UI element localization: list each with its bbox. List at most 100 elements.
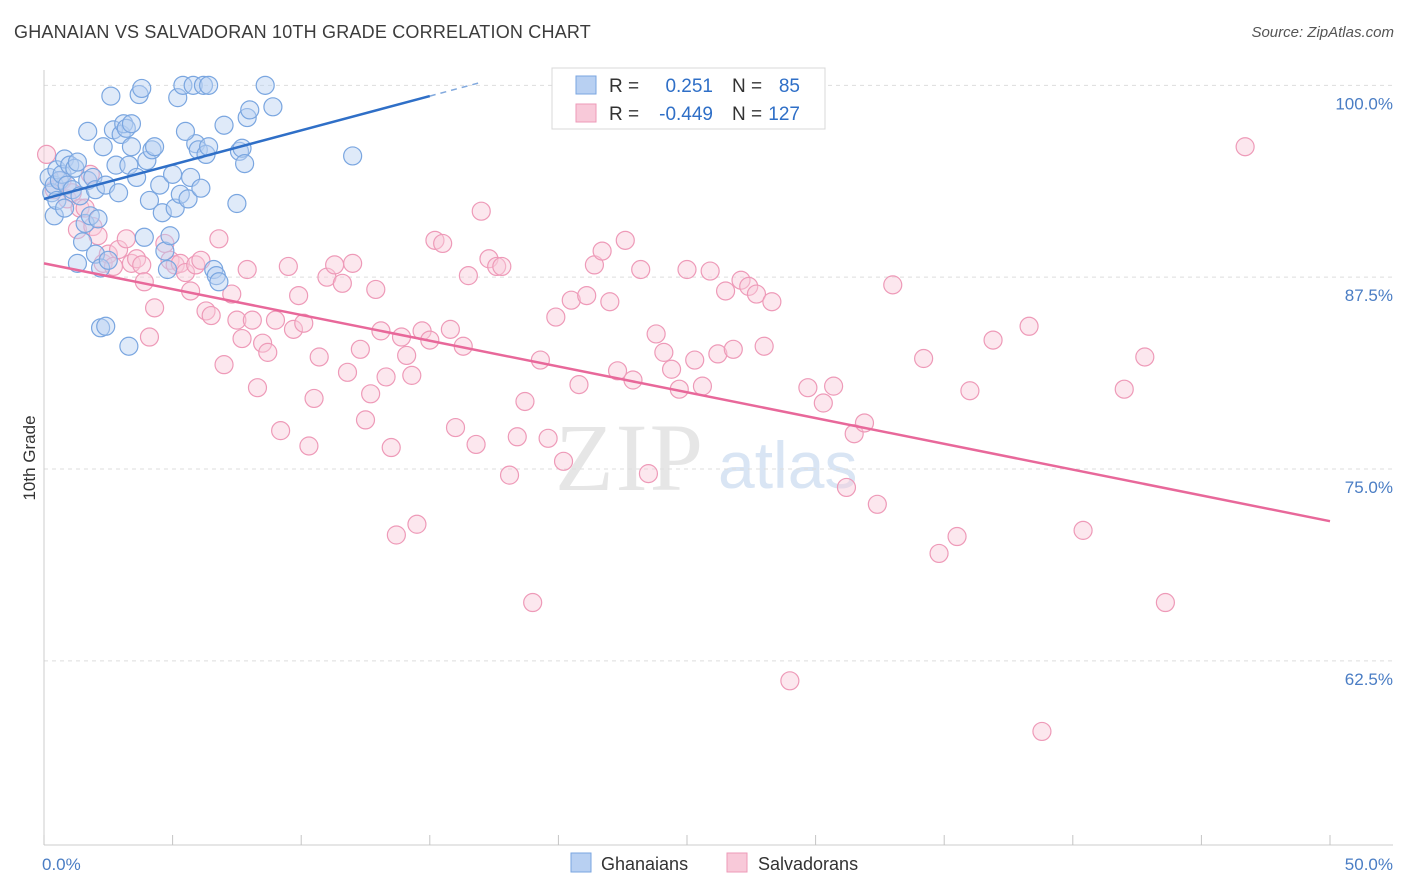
salvadoran-point-71 xyxy=(433,233,453,254)
watermark: ZIP atlas xyxy=(555,404,857,511)
salvadoran-point-58 xyxy=(361,384,381,404)
salvadoran-point-108 xyxy=(708,344,728,364)
salvadoran-point-83 xyxy=(515,391,535,412)
salvadoran-point-72 xyxy=(440,319,460,339)
salvadoran-point-76 xyxy=(466,434,486,455)
salvadoran-point-112 xyxy=(739,276,759,296)
salvadoran-point-40 xyxy=(253,333,273,353)
series-legend-swatch-salvadorans xyxy=(726,852,748,873)
salvadoran-point-81 xyxy=(499,465,520,485)
legend-r-label-2: R = xyxy=(609,104,639,125)
ghanaian-point-81 xyxy=(263,97,283,117)
salvadoran-point-54 xyxy=(337,362,358,382)
salvadoran-point-87 xyxy=(546,307,566,327)
ghanaian-point-78 xyxy=(237,107,257,128)
series-legend-ghanaians: Ghanaians xyxy=(601,854,688,874)
legend-n-value-1: 85 xyxy=(779,76,800,97)
ghanaian-point-54 xyxy=(160,226,180,246)
ghanaian-point-42 xyxy=(126,167,147,188)
salvadorans-points xyxy=(36,137,1255,742)
salvadoran-point-33 xyxy=(214,355,234,375)
ghanaian-point-47 xyxy=(139,190,160,211)
salvadoran-point-113 xyxy=(746,284,767,304)
salvadoran-point-46 xyxy=(289,285,309,306)
salvadoran-point-135 xyxy=(1155,592,1175,613)
salvadoran-point-134 xyxy=(1135,347,1155,367)
salvadoran-point-43 xyxy=(271,421,291,441)
salvadoran-point-123 xyxy=(867,494,887,514)
salvadoran-point-110 xyxy=(723,339,743,359)
y-tick-label-2: 75.0% xyxy=(1345,478,1393,497)
ghanaian-point-9 xyxy=(54,198,75,218)
legend-n-label-1: N = xyxy=(732,76,762,97)
salvadoran-point-124 xyxy=(883,275,903,295)
ghanaian-point-51 xyxy=(152,203,172,223)
salvadoran-point-21 xyxy=(144,298,165,318)
salvadoran-point-130 xyxy=(1019,316,1039,336)
salvadoran-point-38 xyxy=(242,310,262,330)
ghanaian-point-55 xyxy=(163,164,183,184)
salvadoran-point-42 xyxy=(265,310,286,330)
salvadoran-point-17 xyxy=(126,249,147,269)
y-tick-label-0: 100.0% xyxy=(1335,94,1393,113)
salvadoran-point-133 xyxy=(1114,379,1134,399)
salvadoran-point-95 xyxy=(607,361,628,381)
y-tick-labels: 100.0% 87.5% 75.0% 62.5% xyxy=(1335,94,1393,688)
salvadoran-point-132 xyxy=(1073,520,1093,540)
ghanaian-point-60 xyxy=(178,189,198,209)
salvadoran-point-93 xyxy=(592,241,612,261)
ghanaian-point-31 xyxy=(98,250,118,270)
salvadoran-point-61 xyxy=(376,367,396,387)
salvadoran-point-118 xyxy=(813,393,833,413)
salvadoran-point-18 xyxy=(132,255,152,275)
ghanaians-trend-extension xyxy=(429,81,482,97)
ghanaian-point-69 xyxy=(199,75,219,95)
salvadoran-point-120 xyxy=(836,477,857,498)
salvadoran-point-104 xyxy=(677,259,697,280)
salvadoran-point-127 xyxy=(947,526,967,547)
salvadoran-point-101 xyxy=(654,342,674,362)
ghanaian-point-25 xyxy=(88,209,108,229)
ghanaian-point-74 xyxy=(227,193,247,214)
salvadoran-point-32 xyxy=(209,229,229,249)
ghanaian-point-52 xyxy=(155,241,175,261)
ghanaian-point-48 xyxy=(142,140,162,160)
salvadoran-point-91 xyxy=(577,285,597,306)
salvadoran-point-80 xyxy=(492,256,512,277)
salvadoran-point-102 xyxy=(661,359,682,379)
salvadoran-point-35 xyxy=(227,310,247,330)
x-tick-label-max: 50.0% xyxy=(1345,855,1393,874)
ghanaian-point-50 xyxy=(150,175,170,195)
ghanaian-point-62 xyxy=(183,75,203,95)
ghanaian-point-15 xyxy=(67,253,88,273)
salvadoran-point-45 xyxy=(283,319,304,339)
salvadoran-point-5 xyxy=(67,220,88,240)
ghanaian-point-29 xyxy=(96,316,116,336)
ghanaian-point-44 xyxy=(132,78,152,99)
series-legend: Ghanaians Salvadorans xyxy=(570,852,858,874)
ghanaians-trend-line xyxy=(43,94,431,201)
y-axis-label: 10th Grade xyxy=(20,415,39,500)
salvadoran-point-90 xyxy=(569,375,589,395)
salvadoran-point-37 xyxy=(237,259,257,280)
salvadoran-point-53 xyxy=(332,273,352,293)
legend-r-value-1: 0.251 xyxy=(665,76,713,97)
salvadoran-point-111 xyxy=(731,270,751,290)
salvadoran-point-57 xyxy=(355,410,376,430)
salvadoran-point-115 xyxy=(762,292,782,312)
ghanaian-point-66 xyxy=(193,75,214,95)
salvadoran-point-119 xyxy=(824,376,844,396)
salvadoran-point-96 xyxy=(615,230,635,250)
ghanaian-point-40 xyxy=(119,155,139,175)
ghanaian-point-17 xyxy=(72,232,93,252)
x-tick-label-min: 0.0% xyxy=(42,855,81,874)
ghanaian-point-14 xyxy=(67,152,88,172)
ghanaian-point-59 xyxy=(173,75,193,95)
salvadoran-point-84 xyxy=(523,592,543,613)
ghanaian-point-77 xyxy=(235,154,255,174)
salvadoran-point-34 xyxy=(222,284,242,304)
salvadoran-point-49 xyxy=(304,388,324,409)
salvadoran-point-117 xyxy=(798,378,818,398)
salvadoran-point-86 xyxy=(538,428,558,448)
salvadoran-point-15 xyxy=(116,229,136,249)
